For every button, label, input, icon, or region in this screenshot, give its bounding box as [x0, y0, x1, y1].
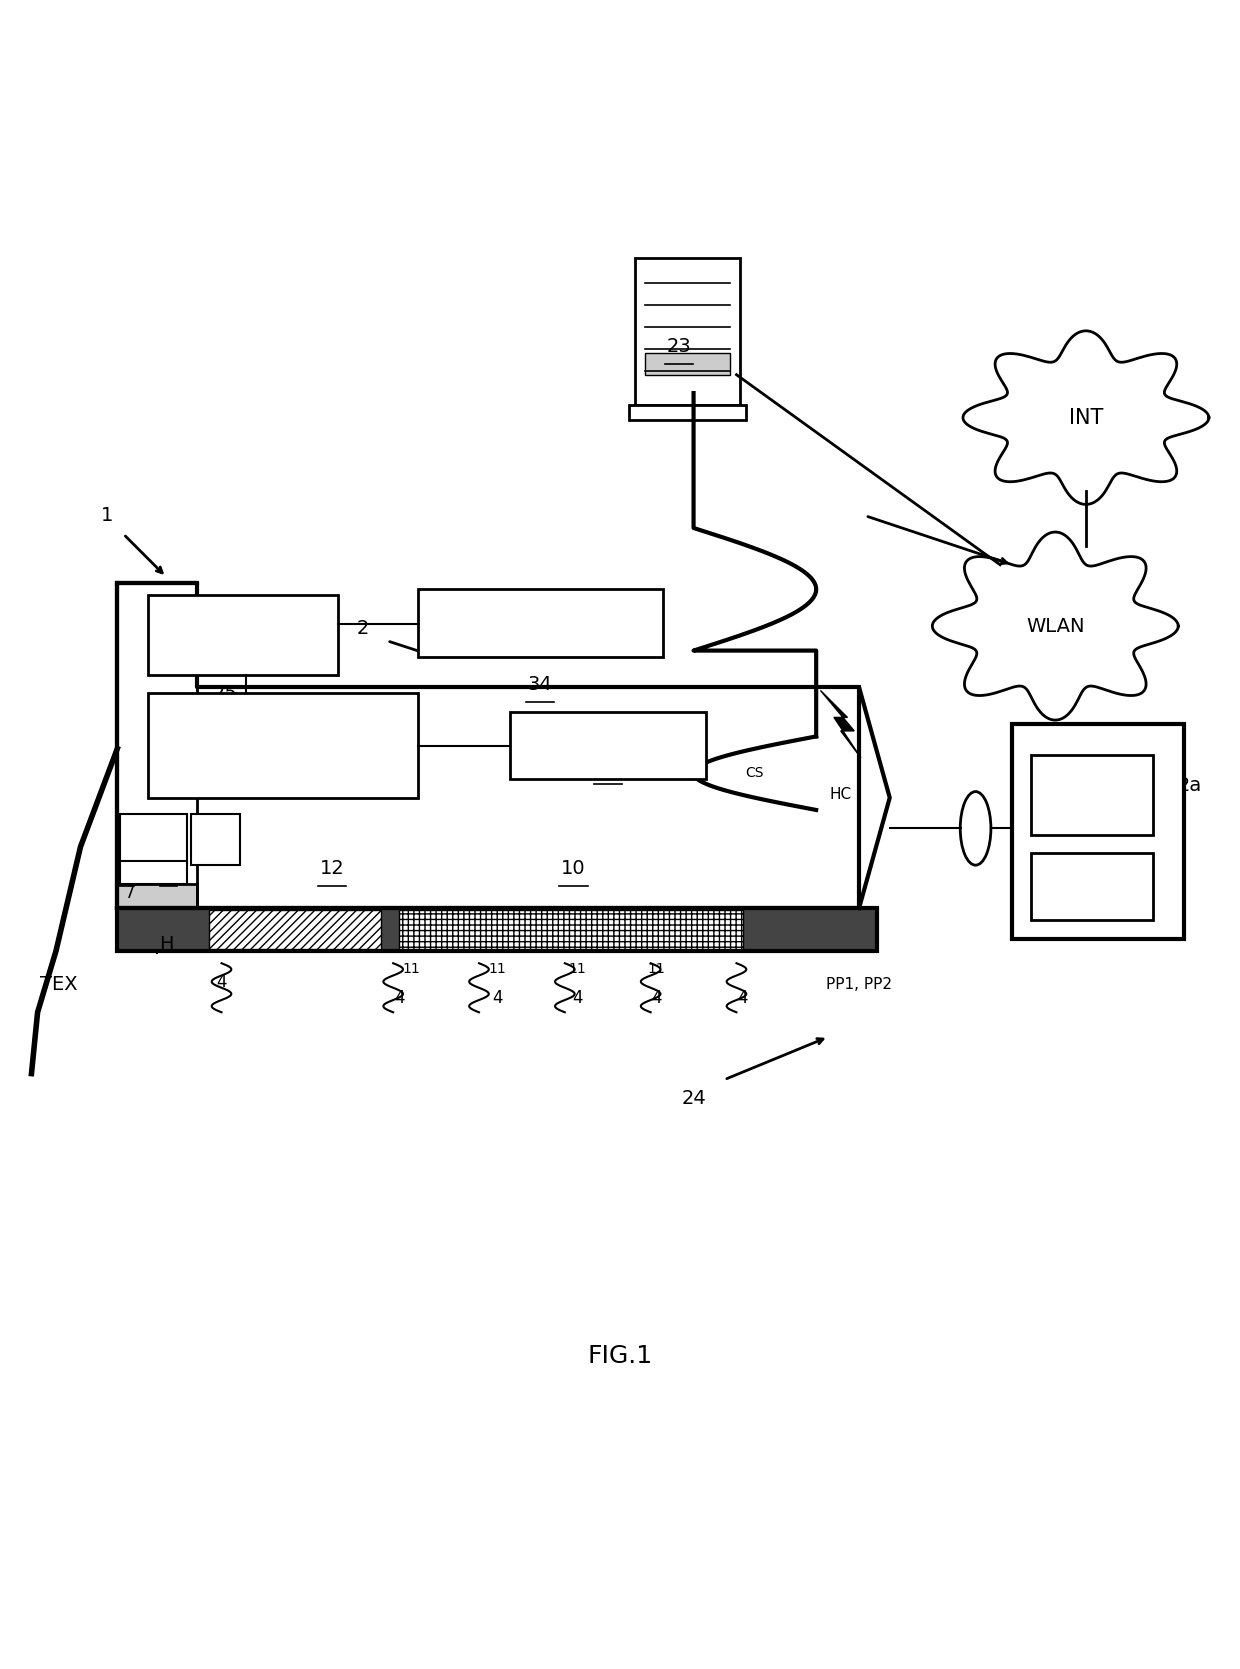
Text: 4: 4: [651, 988, 662, 1006]
Text: 22: 22: [595, 758, 620, 776]
Text: TEX: TEX: [40, 975, 77, 993]
Text: INT: INT: [1069, 407, 1104, 427]
Bar: [148, 694, 418, 798]
Text: 11: 11: [403, 963, 420, 976]
Text: 24: 24: [681, 1088, 706, 1108]
Text: 4: 4: [738, 988, 748, 1006]
Text: CS: CS: [745, 766, 764, 779]
Bar: [118, 883, 197, 951]
Bar: [118, 908, 878, 951]
Text: 12: 12: [320, 860, 345, 878]
Bar: [191, 814, 239, 865]
Text: WLAN: WLAN: [1025, 616, 1085, 636]
Text: 1: 1: [102, 506, 114, 526]
Bar: [120, 814, 187, 865]
Text: 4: 4: [216, 973, 227, 991]
Text: 11: 11: [568, 963, 587, 976]
Text: 10: 10: [560, 860, 585, 878]
Text: 3: 3: [632, 629, 645, 648]
Bar: [1012, 724, 1184, 938]
Text: 4: 4: [572, 988, 583, 1006]
Text: 9a: 9a: [1080, 764, 1104, 783]
Text: 11: 11: [649, 963, 666, 976]
Bar: [645, 352, 729, 376]
Bar: [210, 910, 381, 950]
Bar: [120, 861, 187, 883]
Text: 11: 11: [489, 963, 506, 976]
Text: 2a: 2a: [1178, 776, 1203, 794]
Text: 2: 2: [356, 619, 368, 638]
Ellipse shape: [960, 791, 991, 865]
Text: 8: 8: [277, 749, 289, 768]
Text: 34: 34: [528, 676, 553, 694]
Text: 23: 23: [666, 337, 691, 355]
Bar: [629, 406, 745, 421]
Bar: [418, 589, 663, 656]
Bar: [399, 910, 743, 950]
Text: FIG.1: FIG.1: [588, 1344, 652, 1367]
Text: 9: 9: [1086, 841, 1099, 860]
Text: 4: 4: [394, 988, 404, 1006]
Text: PP1, PP2: PP1, PP2: [826, 976, 892, 991]
Text: HC: HC: [830, 786, 852, 801]
Bar: [1030, 853, 1153, 920]
Text: H: H: [159, 935, 174, 955]
Bar: [148, 596, 339, 674]
Polygon shape: [821, 691, 861, 758]
Bar: [510, 713, 706, 779]
Text: 5: 5: [120, 860, 131, 878]
Text: 4: 4: [492, 988, 502, 1006]
Text: 25: 25: [213, 684, 238, 703]
Bar: [1030, 754, 1153, 834]
Bar: [635, 259, 739, 406]
Text: 7: 7: [124, 885, 135, 903]
Text: 6: 6: [164, 860, 174, 878]
